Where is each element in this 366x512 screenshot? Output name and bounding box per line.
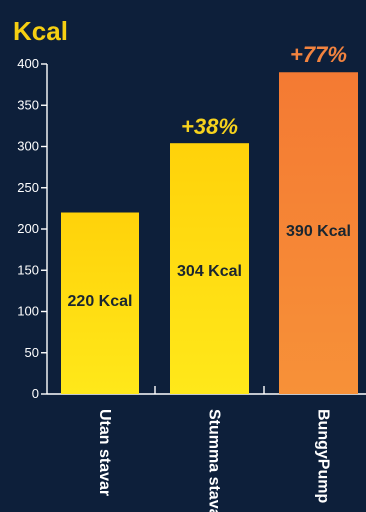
y-tick-label: 100 <box>17 304 39 319</box>
bar-layer <box>61 72 358 394</box>
axis-layer: 0 50 100 150 200 250 300 350 400 <box>17 56 366 401</box>
y-tick-label: 250 <box>17 180 39 195</box>
label-layer: 220 Kcal Utan stavar 304 Kcal +38% Stumma st… <box>68 42 351 512</box>
bar-1 <box>170 143 249 394</box>
y-tick-label: 400 <box>17 56 39 71</box>
x-category-label: Utan stavar <box>96 409 113 496</box>
bar-value-label: 304 Kcal <box>177 263 242 280</box>
y-tick-label: 50 <box>25 345 39 360</box>
chart-title: Kcal <box>13 16 68 46</box>
y-tick-label: 0 <box>32 386 39 401</box>
y-tick-label: 300 <box>17 139 39 154</box>
bar-annotation: +38% <box>181 114 238 139</box>
bar-value-label: 390 Kcal <box>286 223 351 240</box>
bar-0 <box>61 212 139 394</box>
y-tick-label: 200 <box>17 221 39 236</box>
y-tick-label: 150 <box>17 262 39 277</box>
x-category-label: BungyPump <box>315 409 332 503</box>
x-category-label: Stumma stavar <box>206 409 223 512</box>
bar-2 <box>279 72 358 394</box>
bar-value-label: 220 Kcal <box>68 293 133 310</box>
y-tick-label: 350 <box>17 97 39 112</box>
bar-annotation: +77% <box>290 42 347 67</box>
